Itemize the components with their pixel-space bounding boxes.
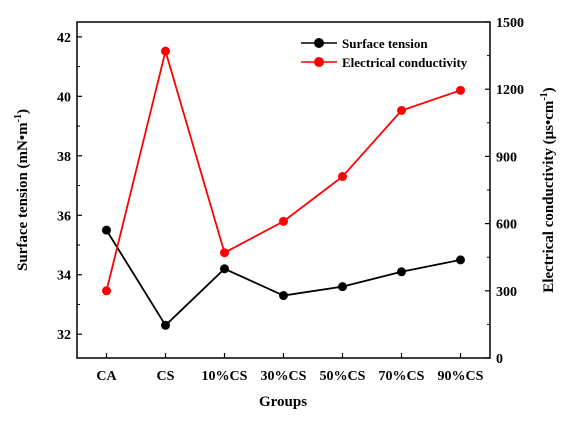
data-point-surface-tension [397,267,406,277]
series-line-electrical-conductivity [105,47,461,292]
x-axis-title: Groups [259,394,307,410]
x-tick-label: CA [96,369,117,384]
data-point-electrical-conductivity [397,105,406,115]
legend: Surface tension Electrical conductivity [301,36,468,70]
data-point-surface-tension [338,282,347,292]
x-tick-label: 10%CS [202,369,248,384]
plot-frame [76,21,491,359]
right-axis-title: Electrical conductivity (μs•cm-1) [539,87,557,292]
data-point-surface-tension [220,264,229,274]
data-point-electrical-conductivity [220,248,229,258]
legend-label-surface-tension: Surface tension [342,36,428,51]
data-point-electrical-conductivity [102,286,111,296]
right-y-tick-label: 0 [496,352,503,367]
ticks-layer: CA CS 10%CS 30%CS 50%CS 70%CS 90%CS 32 34 36 38 40 4… [57,16,524,384]
x-tick-label: 90%CS [438,369,484,384]
data-point-electrical-conductivity [279,216,288,226]
left-axis-title: Surface tension (mN•m-1) [13,109,31,271]
x-tick-label: 30%CS [261,369,307,384]
left-y-tick-label: 38 [57,150,71,165]
left-y-tick-label: 40 [57,90,71,105]
data-point-surface-tension [456,255,465,265]
series-layer [102,46,465,330]
legend-label-electrical-conductivity: Electrical conductivity [342,55,468,70]
data-point-surface-tension [279,291,288,301]
left-y-tick-label: 34 [57,269,71,284]
data-point-electrical-conductivity [338,172,347,182]
data-point-surface-tension [161,320,170,330]
x-tick-label: 50%CS [320,369,366,384]
right-y-tick-label: 1200 [496,83,524,98]
right-y-tick-label: 1500 [496,16,524,31]
right-y-tick-label: 600 [496,218,517,233]
left-y-tick-label: 42 [57,31,71,46]
data-point-surface-tension [102,225,111,235]
left-y-tick-label: 36 [57,209,71,224]
legend-marker-electrical-conductivity [314,57,324,67]
data-point-electrical-conductivity [456,85,465,95]
x-tick-label: CS [157,369,175,384]
legend-marker-surface-tension [314,38,324,48]
x-tick-label: 70%CS [379,369,425,384]
right-y-tick-label: 900 [496,150,517,165]
series-line-surface-tension [105,229,461,327]
left-y-tick-label: 32 [57,328,71,343]
data-point-electrical-conductivity [161,46,170,56]
right-y-tick-label: 300 [496,285,517,300]
